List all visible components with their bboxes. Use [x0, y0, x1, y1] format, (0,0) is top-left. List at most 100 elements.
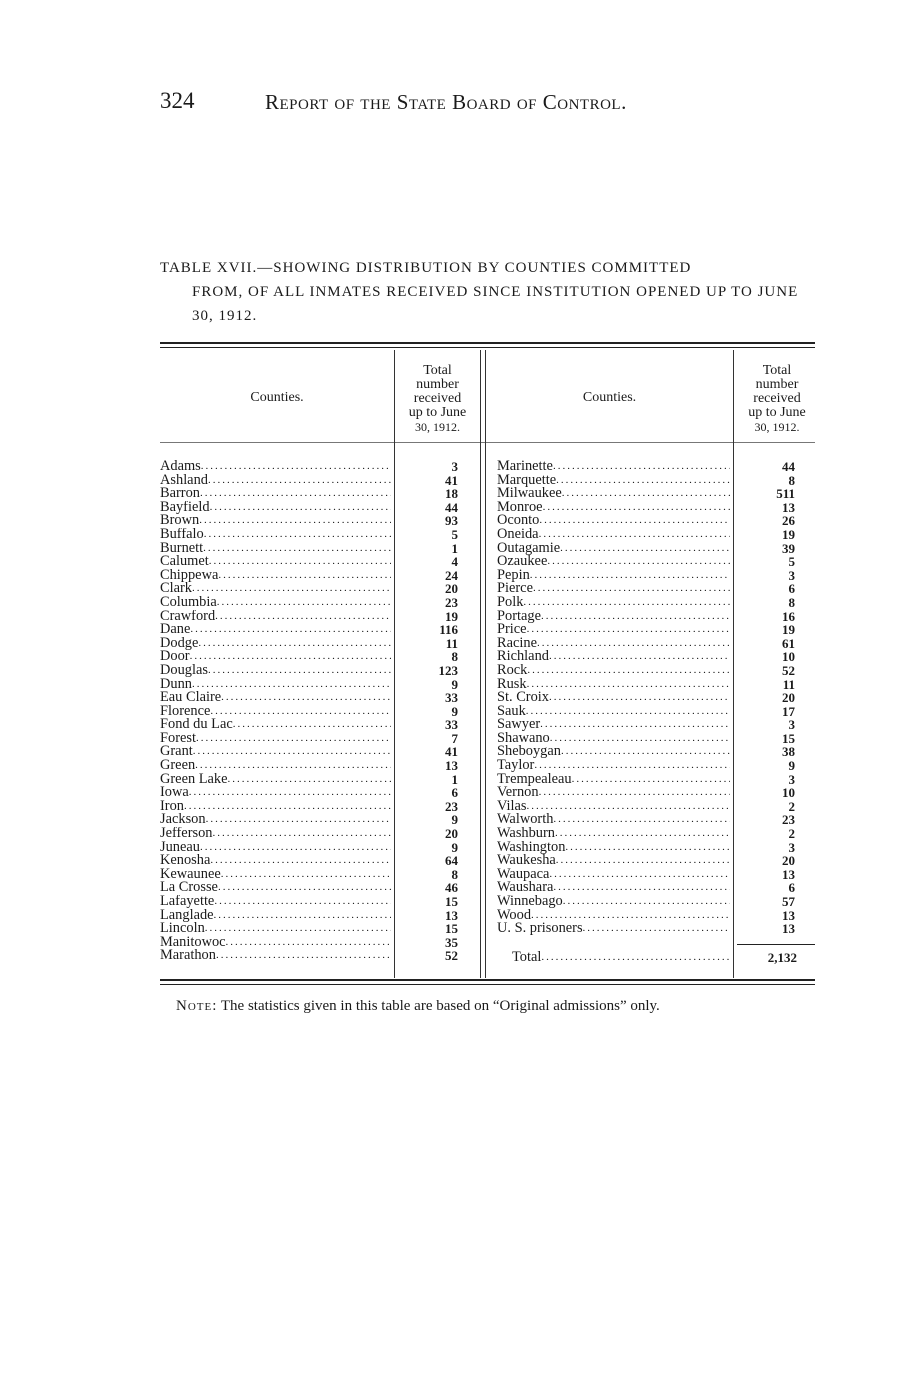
county-name: Burnett — [160, 541, 204, 556]
county-name: Washington — [497, 840, 566, 855]
dot-leader: ........................................… — [203, 527, 391, 540]
dot-leader: ........................................… — [207, 663, 391, 676]
table-row: Douglas.................................… — [160, 664, 460, 678]
table-row: Kewaunee................................… — [160, 868, 460, 882]
dot-leader: ........................................… — [582, 922, 730, 935]
table-row: Washburn................................… — [497, 827, 797, 841]
county-name: Washburn — [497, 827, 555, 841]
table-row: Lafayette...............................… — [160, 895, 460, 909]
county-total: 3 — [788, 839, 796, 855]
county-total: 3 — [788, 567, 796, 583]
county-name: Vernon — [497, 786, 539, 800]
table-row: Dunn....................................… — [160, 677, 460, 692]
header-counties-right: Counties. — [582, 390, 637, 405]
county-name: Portage — [497, 609, 541, 624]
total-row: Total...................................… — [512, 950, 797, 965]
county-total: 6 — [788, 880, 796, 896]
county-name: Sheboygan — [497, 745, 561, 760]
page-number: 324 — [160, 88, 195, 113]
table-row: U. S. prisoners.........................… — [497, 922, 797, 936]
county-total: 23 — [782, 812, 795, 828]
county-name: Shawano — [497, 731, 550, 746]
table-row: Marathon................................… — [160, 949, 460, 963]
table-row: Lincoln.................................… — [160, 922, 460, 936]
county-name: Dunn — [160, 677, 192, 692]
footnote: Note: The statistics given in this table… — [176, 998, 660, 1015]
county-total: 38 — [782, 744, 795, 760]
county-total: 9 — [451, 839, 459, 855]
county-total: 11 — [445, 635, 458, 651]
county-name: Marathon — [160, 949, 216, 963]
county-name: Oneida — [497, 527, 539, 542]
county-total: 19 — [782, 622, 795, 638]
bottom-rule — [160, 979, 815, 981]
county-name: Iron — [160, 799, 184, 814]
county-name: Racine — [497, 636, 537, 651]
dot-leader: ........................................… — [549, 731, 730, 744]
county-total: 13 — [782, 866, 795, 882]
county-name: Richland — [497, 650, 549, 664]
table-row: Adams...................................… — [160, 460, 460, 474]
county-name: Green Lake — [160, 772, 228, 787]
left-county-list: Adams...................................… — [160, 460, 460, 963]
table-row: Waukesha................................… — [497, 854, 797, 868]
dot-leader: ........................................… — [227, 772, 391, 785]
county-total: 5 — [451, 526, 459, 542]
dot-leader: ........................................… — [542, 500, 730, 513]
county-total: 8 — [788, 594, 796, 610]
dot-leader: ........................................… — [529, 568, 730, 581]
header-line: number — [416, 377, 459, 392]
top-rule-2 — [160, 347, 815, 348]
county-name: Marinette — [497, 460, 553, 474]
header-total-left: Total number received up to June 30, 191… — [395, 364, 480, 435]
table-row: Sheboygan...............................… — [497, 745, 797, 759]
table-row: Trempealeau.............................… — [497, 773, 797, 787]
table-row: Clark...................................… — [160, 582, 460, 596]
dot-leader: ........................................… — [540, 609, 730, 622]
table-row: Iron....................................… — [160, 800, 460, 814]
dot-leader: ........................................… — [191, 582, 391, 595]
dot-leader: ........................................… — [199, 514, 391, 527]
table-row: Taylor..................................… — [497, 759, 797, 773]
county-total: 13 — [782, 907, 795, 923]
dot-leader: ........................................… — [536, 636, 730, 649]
county-total: 4 — [451, 554, 459, 570]
county-total: 3 — [451, 459, 459, 474]
county-total: 16 — [782, 608, 795, 624]
county-name: Polk — [497, 595, 524, 610]
table-row: Eau Claire..............................… — [160, 691, 460, 705]
dot-leader: ........................................… — [190, 623, 391, 636]
table-row: Green Lake..............................… — [160, 773, 460, 787]
dot-leader: ........................................… — [548, 650, 730, 663]
county-name: Fond du Lac — [160, 718, 233, 732]
county-total: 20 — [782, 690, 795, 706]
dot-leader: ........................................… — [527, 663, 730, 676]
dot-leader: ........................................… — [215, 949, 391, 962]
county-total: 33 — [445, 717, 458, 733]
top-rule — [160, 342, 815, 344]
county-name: Jefferson — [160, 827, 213, 841]
bottom-rule-2 — [160, 984, 815, 985]
county-name: Grant — [160, 745, 193, 760]
dot-leader: ........................................… — [553, 813, 730, 826]
dot-leader: ........................................… — [195, 731, 391, 744]
dot-leader: ........................................… — [216, 595, 391, 608]
county-total: 10 — [782, 649, 795, 665]
county-name: Pierce — [497, 582, 533, 596]
county-total: 8 — [451, 866, 459, 882]
header-line: Total — [762, 363, 792, 378]
county-name: Juneau — [160, 840, 200, 855]
table-row: Ozaukee.................................… — [497, 555, 797, 569]
table-row: Shawano.................................… — [497, 732, 797, 746]
county-total: 5 — [788, 554, 796, 570]
caption-line-1: TABLE XVII.—SHOWING DISTRIBUTION BY COUN… — [160, 260, 692, 276]
table-row: Oneida..................................… — [497, 528, 797, 542]
county-total: 13 — [445, 758, 458, 774]
county-total: 46 — [445, 880, 458, 896]
dot-leader: ........................................… — [213, 908, 391, 921]
dot-leader: ........................................… — [539, 514, 730, 527]
table-row: Sawyer..................................… — [497, 718, 797, 732]
county-name: Jackson — [160, 813, 206, 828]
county-total: 511 — [776, 486, 795, 502]
total-value: 2,132 — [767, 950, 797, 965]
